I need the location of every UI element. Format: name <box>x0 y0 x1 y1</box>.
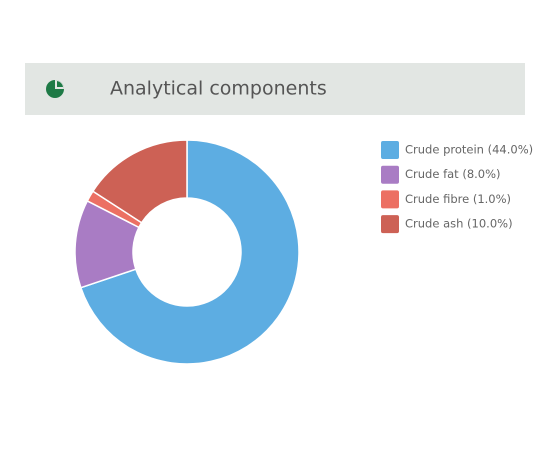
legend-swatch <box>381 165 399 184</box>
legend-swatch <box>381 141 399 159</box>
legend-swatch <box>381 215 399 234</box>
donut-slice <box>79 139 300 365</box>
pie-icon <box>46 80 64 98</box>
donut-slice <box>91 139 188 224</box>
legend-swatch <box>381 190 399 209</box>
legend-label: Crude protein (44.0%) <box>405 143 533 157</box>
legend-label: Crude ash (10.0%) <box>405 217 513 231</box>
legend-label: Crude fibre (1.0%) <box>405 192 511 206</box>
chart-title: Analytical components <box>110 78 327 100</box>
legend-label: Crude fat (8.0%) <box>405 167 501 181</box>
header-bar <box>25 63 525 115</box>
